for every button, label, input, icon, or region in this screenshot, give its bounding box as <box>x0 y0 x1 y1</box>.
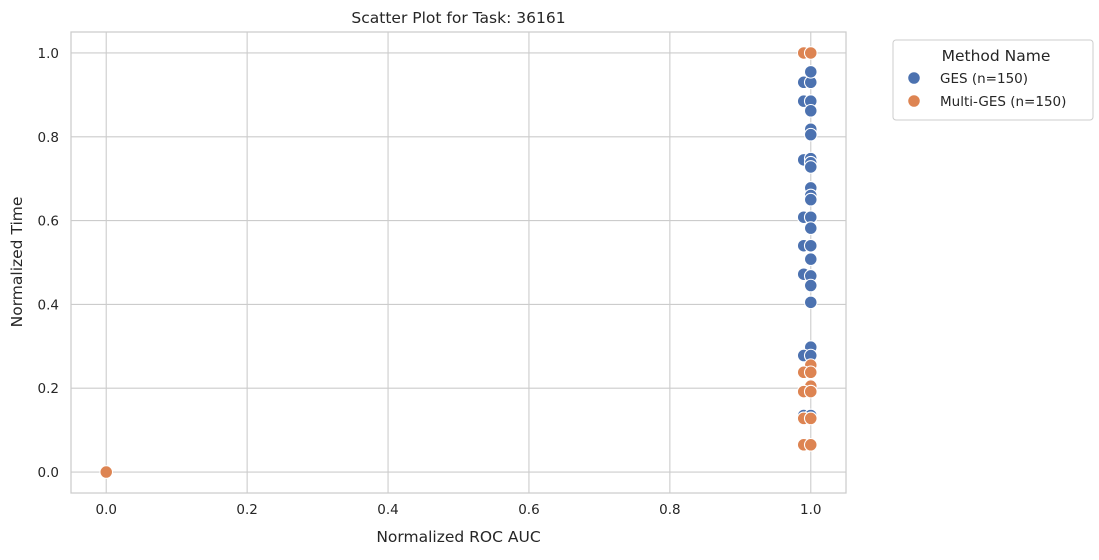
legend-title: Method Name <box>942 47 1051 65</box>
x-tick-label: 0.2 <box>236 502 257 518</box>
y-tick-label: 0.4 <box>38 297 59 313</box>
data-point <box>803 238 818 253</box>
data-point <box>803 64 818 79</box>
data-point <box>803 384 818 399</box>
data-point <box>803 160 818 174</box>
plot-area <box>71 32 846 493</box>
legend-marker <box>907 94 921 108</box>
data-point <box>803 192 818 207</box>
plot-frame <box>70 31 847 494</box>
x-tick-label: 0.8 <box>659 502 680 518</box>
y-axis-label: Normalized Time <box>8 197 26 328</box>
y-tick-labels: 0.0 0.2 0.4 0.6 0.8 1.0 <box>38 46 59 481</box>
x-axis-label: Normalized ROC AUC <box>376 528 540 546</box>
x-tick-label: 1.0 <box>800 502 821 518</box>
y-tick-label: 0.6 <box>38 214 59 230</box>
data-points <box>99 46 818 479</box>
x-tick-label: 0.6 <box>518 502 539 518</box>
legend-marker <box>907 71 921 85</box>
data-point <box>803 411 818 426</box>
legend-items: GES (n=150) Multi-GES (n=150) <box>907 71 1066 110</box>
data-point <box>99 465 114 479</box>
legend-label: Multi-GES (n=150) <box>940 94 1066 110</box>
y-tick-label: 0.0 <box>38 465 59 481</box>
x-tick-labels: 0.0 0.2 0.4 0.6 0.8 1.0 <box>95 502 821 518</box>
data-point <box>803 365 818 380</box>
data-point <box>803 46 818 60</box>
data-point <box>803 221 818 235</box>
data-point <box>803 127 818 142</box>
data-point <box>803 103 818 118</box>
legend-label: GES (n=150) <box>940 71 1028 87</box>
y-tick-label: 0.2 <box>38 381 59 397</box>
data-point <box>803 252 818 266</box>
chart-title: Scatter Plot for Task: 36161 <box>351 9 565 27</box>
y-tick-label: 1.0 <box>38 46 59 62</box>
legend-frame <box>892 39 1094 121</box>
data-point <box>803 278 818 293</box>
data-point <box>803 437 818 452</box>
x-tick-label: 0.0 <box>95 502 116 518</box>
y-tick-label: 0.8 <box>38 130 59 146</box>
x-tick-label: 0.4 <box>377 502 398 518</box>
data-point <box>803 295 818 310</box>
legend: Method Name GES (n=150) Multi-GES (n=150) <box>892 39 1094 121</box>
